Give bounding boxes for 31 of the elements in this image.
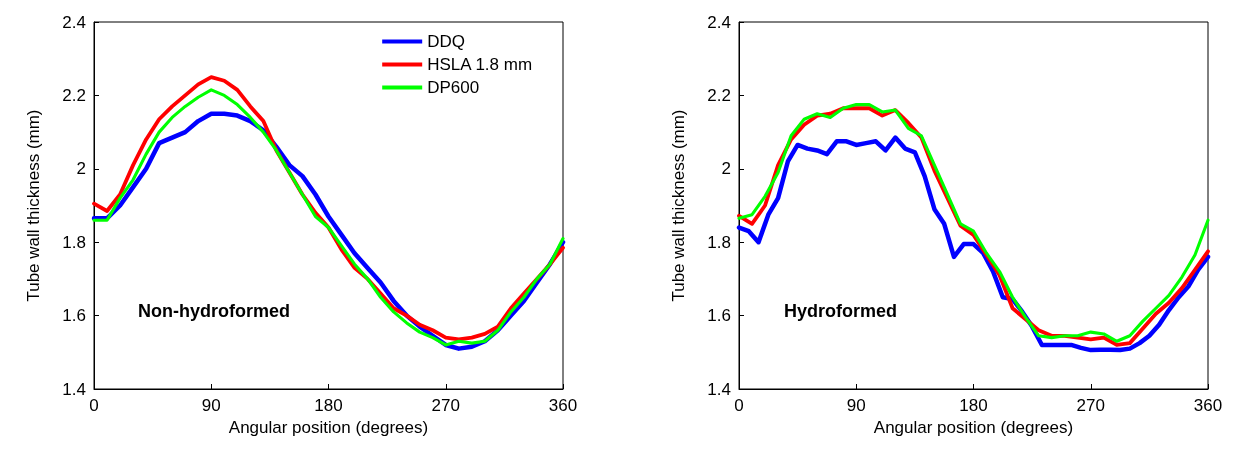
x-axis-title: Angular position (degrees): [873, 417, 1074, 437]
x-tick-label: 270: [1076, 396, 1105, 415]
y-axis-title: Tube wall thickness (mm): [24, 109, 43, 302]
legend-label: DDQ: [427, 32, 465, 51]
x-tick-label: 0: [89, 396, 99, 415]
y-tick-label: 2.4: [707, 12, 731, 32]
y-tick-label: 2: [76, 159, 86, 179]
y-tick-label: 1.6: [62, 306, 86, 326]
y-tick-label: 1.6: [707, 306, 731, 326]
x-tick-label: 90: [846, 396, 866, 415]
y-tick-label: 1.8: [62, 232, 86, 252]
y-tick-label: 2.2: [62, 85, 86, 105]
legend-label: HSLA 1.8 mm: [427, 55, 533, 74]
legend-label: DP600: [427, 78, 480, 97]
x-tick-label: 0: [734, 396, 744, 415]
x-tick-label: 270: [431, 396, 460, 415]
x-tick-label: 90: [201, 396, 221, 415]
annotation: Non-hydroformed: [138, 301, 290, 321]
y-axis-title: Tube wall thickness (mm): [669, 109, 688, 302]
x-tick-label: 360: [1193, 396, 1223, 415]
x-axis-title: Angular position (degrees): [228, 417, 429, 437]
x-tick-label: 360: [548, 396, 578, 415]
y-tick-label: 2.2: [707, 85, 731, 105]
y-tick-label: 1.4: [707, 379, 731, 399]
x-tick-label: 180: [959, 396, 988, 415]
y-tick-label: 2: [721, 159, 731, 179]
annotation: Hydroformed: [784, 301, 898, 321]
y-tick-label: 1.4: [62, 379, 86, 399]
y-tick-label: 2.4: [62, 12, 86, 32]
x-tick-label: 180: [314, 396, 343, 415]
y-tick-label: 1.8: [707, 232, 731, 252]
